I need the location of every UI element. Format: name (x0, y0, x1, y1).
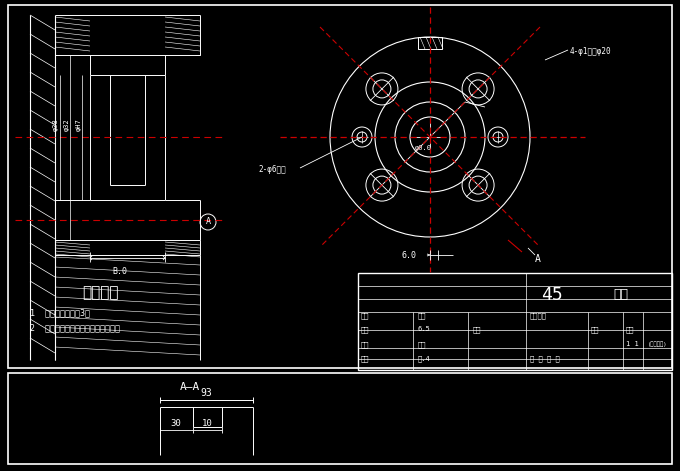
Bar (8, 373, 672, 464)
Text: A: A (535, 254, 541, 264)
Text: 审阅: 审阅 (418, 312, 426, 318)
Text: (组图编号): (组图编号) (648, 341, 668, 347)
Text: 4-φ1锪平φ20: 4-φ1锪平φ20 (570, 47, 611, 56)
Text: 6.5: 6.5 (418, 326, 430, 332)
Text: 6.0: 6.0 (402, 252, 417, 260)
Text: 30: 30 (171, 419, 182, 428)
Bar (8, 5, 672, 368)
Text: φH7: φH7 (76, 119, 82, 131)
Text: 工艺: 工艺 (361, 356, 369, 362)
Text: 审核: 审核 (361, 341, 369, 348)
Text: 93: 93 (200, 388, 212, 398)
Text: B.0: B.0 (112, 267, 128, 276)
Text: 10: 10 (202, 419, 212, 428)
Text: A: A (205, 218, 211, 227)
Text: 水 电 气 笔: 水 电 气 笔 (530, 355, 560, 362)
Bar (358, 273, 672, 370)
Text: 图册: 图册 (473, 326, 481, 333)
Text: A—A: A—A (180, 382, 200, 392)
Text: 设计: 设计 (361, 312, 369, 318)
Text: 1 1: 1 1 (626, 341, 639, 347)
Text: φ32: φ32 (64, 119, 70, 131)
Bar (418, 37, 442, 49)
Text: 重量: 重量 (626, 326, 634, 333)
Text: 制图: 制图 (361, 326, 369, 333)
Text: 比例: 比例 (418, 341, 426, 348)
Text: 2  锐角于倒斜切倒角，气孔不粘胶。: 2 锐角于倒斜切倒角，气孔不粘胶。 (30, 323, 120, 332)
Text: 原盖: 原盖 (613, 289, 628, 301)
Text: 2-φ6锪孔: 2-φ6锪孔 (258, 165, 286, 174)
Text: 比.4: 比.4 (418, 355, 430, 362)
Text: 技术要求: 技术要求 (82, 285, 118, 300)
Text: 制材名称: 制材名称 (530, 312, 547, 318)
Text: φ0.0: φ0.0 (415, 145, 432, 151)
Text: 数量: 数量 (591, 326, 600, 333)
Text: 1  未注表面粗糙度3。: 1 未注表面粗糙度3。 (30, 308, 90, 317)
Text: 45: 45 (541, 286, 563, 304)
Text: φ38: φ38 (53, 119, 59, 131)
